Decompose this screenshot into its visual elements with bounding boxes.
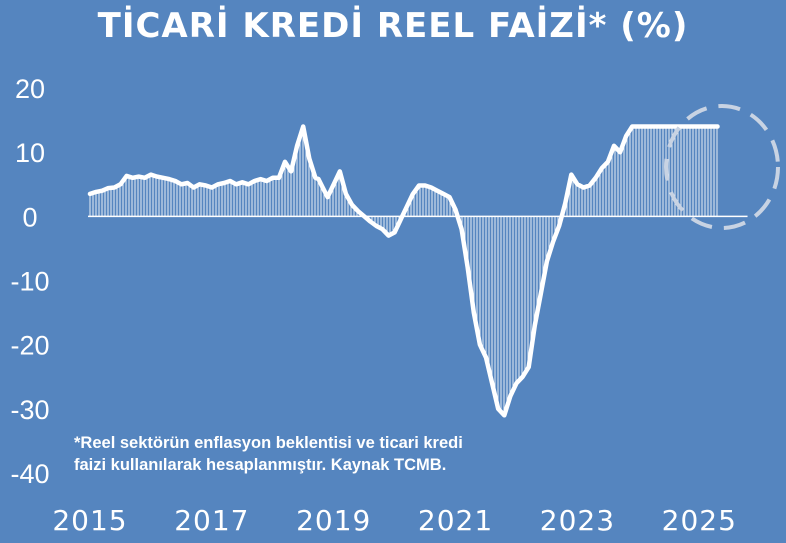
y-tick-label: 10 — [15, 138, 45, 168]
x-tick-label: 2019 — [296, 504, 371, 537]
y-axis-tick-labels: 20 10 0 -10 -20 -30 -40 — [10, 74, 49, 489]
x-tick-label: 2017 — [174, 504, 249, 537]
y-tick-label: -30 — [10, 395, 49, 425]
x-tick-label: 2023 — [540, 504, 615, 537]
y-tick-label: -10 — [10, 267, 49, 297]
series-line — [87, 124, 720, 418]
x-tick-label: 2021 — [418, 504, 493, 537]
footnote-line-1: *Reel sektörün enflasyon beklentisi ve t… — [74, 434, 463, 452]
value-drop-lines — [89, 126, 718, 415]
chart-title: TİCARİ KREDİ REEL FAİZİ* (%) — [97, 6, 689, 46]
y-tick-label: 20 — [15, 74, 45, 104]
footnote: *Reel sektörün enflasyon beklentisi ve t… — [74, 432, 463, 476]
y-tick-label: -40 — [10, 459, 49, 489]
footnote-line-2: faizi kullanılarak hesaplanmıştır. Kayna… — [74, 456, 447, 474]
x-tick-label: 2015 — [52, 504, 127, 537]
y-tick-label: 0 — [22, 202, 37, 232]
x-axis-tick-labels: 2015 2017 2019 2021 2023 2025 — [52, 504, 737, 537]
y-tick-label: -20 — [10, 331, 49, 361]
highlight-dashed-circle — [664, 104, 780, 230]
x-tick-label: 2025 — [662, 504, 737, 537]
